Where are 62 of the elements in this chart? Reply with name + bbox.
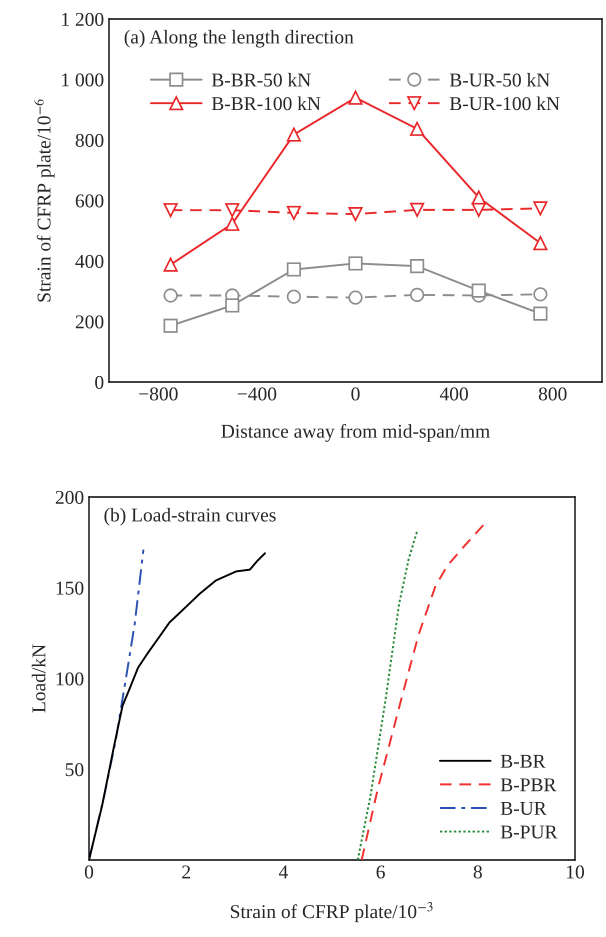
point xyxy=(410,202,424,217)
y-tick-label: 200 xyxy=(56,490,84,504)
y-tick-label: 400 xyxy=(75,254,104,268)
legend-label: B-BR-100 kN xyxy=(212,96,320,110)
x-tick-label: 2 xyxy=(182,865,190,878)
annotation: (a) Along the length direction xyxy=(124,30,354,48)
x-tick-label: 10 xyxy=(566,865,584,879)
point xyxy=(410,288,424,302)
point xyxy=(348,290,363,305)
point xyxy=(348,256,363,271)
y-tick-label: 1 000 xyxy=(62,73,104,86)
x-axis-title: Distance away from mid-span/mm xyxy=(221,424,490,442)
y-tick-label: 50 xyxy=(66,763,84,776)
x-tick-label: 6 xyxy=(376,865,385,879)
point xyxy=(472,190,486,205)
y-tick-label: 0 xyxy=(95,376,104,389)
annotation: (b) Load-strain curves xyxy=(104,508,276,526)
y-tick-label: 600 xyxy=(76,194,104,208)
legend-label: B-UR-100 kN xyxy=(450,96,560,110)
point xyxy=(286,262,301,277)
legend-label: B-BR-50 kN xyxy=(212,72,311,87)
point xyxy=(533,201,548,216)
point xyxy=(225,203,240,218)
point xyxy=(410,122,424,136)
x-tick-label: 8 xyxy=(474,865,482,879)
y-axis-title: Load/kN xyxy=(32,644,46,712)
y-tick-label: 150 xyxy=(56,582,84,595)
x-tick-label: 0 xyxy=(351,387,360,401)
point xyxy=(164,318,178,333)
y-tick-label: 800 xyxy=(76,134,104,147)
point xyxy=(286,290,301,304)
line-series xyxy=(360,523,486,860)
point xyxy=(225,216,240,231)
point xyxy=(164,288,178,303)
point xyxy=(410,259,424,274)
x-axis-title: Strain of CFRP plate/10$^{−3}$ xyxy=(230,902,433,922)
x-tick-label: −400 xyxy=(238,387,276,401)
x-tick-label: 800 xyxy=(538,387,567,401)
point xyxy=(225,298,240,313)
legend-label: B-PUR xyxy=(500,826,558,839)
y-tick-label: 100 xyxy=(56,672,84,686)
point xyxy=(348,207,363,222)
y-tick-label: 200 xyxy=(76,315,104,328)
point xyxy=(533,236,548,250)
point xyxy=(164,203,178,218)
point xyxy=(348,90,363,105)
point xyxy=(533,306,548,321)
legend-label: B-BR xyxy=(500,754,546,768)
point xyxy=(164,258,178,272)
legend-label: B-UR-50 kN xyxy=(450,72,550,87)
point xyxy=(286,127,301,142)
x-tick-label: −800 xyxy=(139,387,178,401)
x-tick-label: 4 xyxy=(278,866,288,878)
legend-label: B-PBR xyxy=(500,778,556,792)
y-axis-title: Strain of CFRP plate/10$^{−6}$ xyxy=(34,99,55,302)
point xyxy=(286,206,301,220)
point xyxy=(472,284,486,298)
legend-label: B-UR xyxy=(500,802,547,815)
line-series xyxy=(356,530,418,860)
point xyxy=(533,287,548,302)
y-tick-label: 1 200 xyxy=(62,12,104,26)
x-tick-label: 400 xyxy=(440,387,468,401)
